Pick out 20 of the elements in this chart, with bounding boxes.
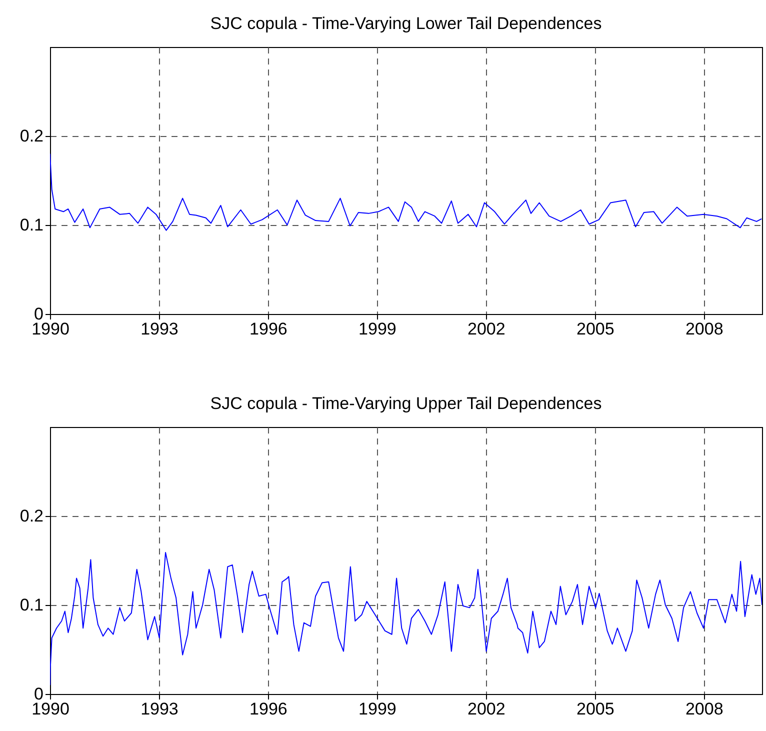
line-series	[50, 552, 762, 686]
x-tick-label: 2008	[685, 700, 724, 718]
x-tick-label: 2002	[468, 700, 506, 718]
chart-title: SJC copula - Time-Varying Lower Tail Dependences	[210, 14, 602, 33]
x-tick-label: 2005	[576, 700, 614, 718]
x-tick-label: 1993	[140, 700, 178, 718]
x-tick-label: 1996	[250, 700, 288, 718]
x-tick-label: 1999	[358, 320, 396, 338]
y-tick-label: 0.1	[20, 596, 44, 614]
x-tick-label: 2008	[685, 320, 724, 338]
chart-title: SJC copula - Time-Varying Upper Tail Dependences	[210, 394, 602, 413]
y-tick-label: 0.2	[20, 506, 44, 526]
x-tick-label: 1993	[140, 320, 178, 338]
y-tick-label: 0.2	[20, 126, 44, 146]
x-tick-label: 1999	[358, 700, 396, 718]
line-series	[50, 153, 762, 231]
x-tick-label: 2005	[576, 320, 614, 338]
y-tick-label: 0.1	[20, 216, 44, 234]
x-tick-label: 1996	[250, 320, 288, 338]
x-tick-label: 2002	[468, 320, 506, 338]
